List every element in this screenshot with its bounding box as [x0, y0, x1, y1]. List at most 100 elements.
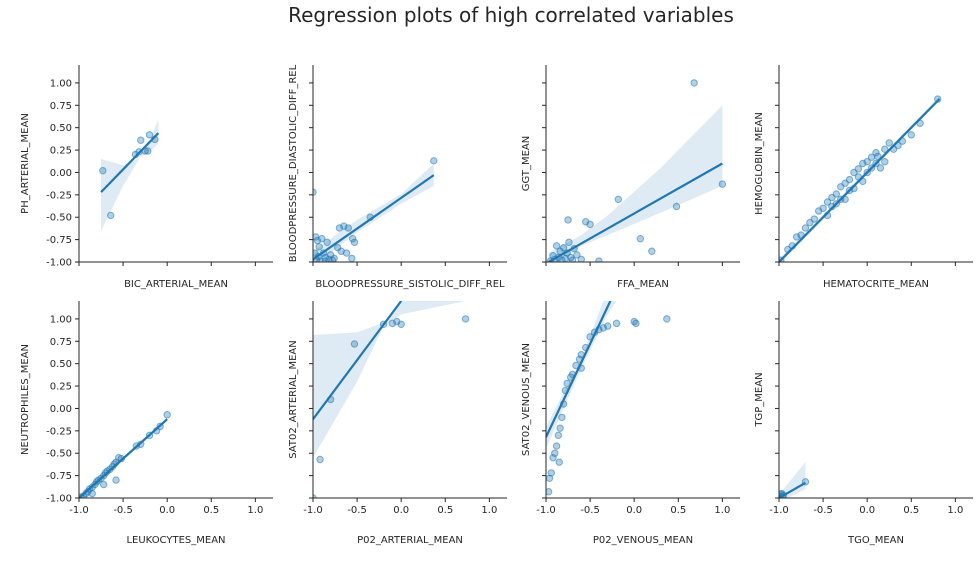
data-point	[323, 238, 331, 247]
data-point	[885, 139, 893, 147]
y-tick-label: -0.75	[46, 471, 72, 482]
data-point	[559, 243, 568, 252]
data-point	[554, 431, 563, 440]
x-axis-label: BIC_ARTERIAL_MEAN	[124, 279, 228, 290]
x-tick-label: 0.0	[859, 505, 875, 516]
y-tick-label: -0.25	[46, 190, 72, 201]
confidence-band	[313, 163, 434, 262]
data-point	[112, 476, 120, 484]
y-axis-label: SAT02_ARTERIAL_MEAN	[288, 340, 299, 459]
x-axis-label: TGO_MEAN	[847, 535, 904, 546]
x-tick-label: 0.0	[159, 505, 175, 516]
y-tick-label: 0.00	[50, 168, 72, 179]
data-point	[632, 319, 640, 328]
subplot-2: BLOODPRESSURE_SISTOLIC_DIFF_REL BLOODPRES…	[288, 64, 507, 290]
data-point	[718, 180, 727, 188]
x-tick-label: -1.0	[69, 505, 89, 516]
data-point	[863, 158, 871, 166]
y-tick-label: 0.75	[50, 101, 72, 112]
data-point	[144, 147, 152, 155]
data-point	[801, 224, 810, 232]
y-tick-label: 0.00	[50, 404, 72, 415]
y-tick-label: 0.25	[50, 382, 72, 393]
data-point	[614, 195, 623, 204]
data-point	[551, 449, 559, 457]
y-tick-label: 0.25	[50, 146, 72, 157]
data-point	[573, 251, 581, 259]
y-tick-label: -1.00	[46, 494, 72, 505]
data-point	[552, 442, 561, 450]
x-tick-label: 0.5	[670, 505, 686, 516]
x-tick-label: 0.0	[393, 505, 409, 516]
y-tick-label: -0.25	[46, 426, 72, 437]
data-point	[648, 247, 656, 255]
data-point	[348, 254, 356, 262]
subplot-3: FFA_MEAN GGT_MEAN	[521, 65, 740, 290]
y-axis-label: GGT_MEAN	[521, 136, 532, 192]
y-tick-label: 0.50	[50, 359, 72, 370]
regression-line	[100, 132, 160, 193]
subplot-7: -1.0 -0.5 0.0 0.5 1.0 P02_VENOUS_MEAN SAT02_VE…	[521, 301, 740, 546]
data-point	[145, 131, 154, 139]
data-point	[663, 315, 671, 323]
data-point	[316, 455, 324, 464]
data-point	[586, 220, 594, 229]
x-tick-label: -0.5	[113, 505, 133, 516]
x-tick-label: -0.5	[813, 505, 833, 516]
x-tick-label: -0.5	[580, 505, 600, 516]
data-point	[137, 136, 145, 144]
x-axis-label: P02_ARTERIAL_MEAN	[357, 535, 463, 546]
y-tick-label: -0.50	[46, 449, 72, 460]
x-axis-label: LEUKOCYTES_MEAN	[126, 535, 225, 546]
data-point	[88, 489, 96, 498]
y-axis-label: NEUTROPHILES_MEAN	[20, 344, 31, 455]
x-tick-label: 0.5	[437, 505, 453, 516]
data-point	[99, 480, 108, 489]
data-point	[874, 152, 882, 161]
x-tick-label: 1.0	[714, 505, 730, 516]
x-tick-label: 1.0	[947, 505, 963, 516]
data-point	[568, 256, 577, 262]
data-point	[823, 198, 832, 206]
x-tick-label: 0.0	[626, 505, 642, 516]
subplot-5: -1.0 -0.5 0.0 0.5 1.0 -1.00 -0.75 -0.50 -0.25 0.0…	[20, 301, 273, 546]
data-point	[832, 190, 841, 198]
data-point	[636, 235, 645, 243]
data-point	[555, 458, 563, 466]
regression-line	[548, 162, 723, 262]
data-point	[350, 340, 359, 348]
data-point	[604, 322, 612, 330]
x-tick-label: -1.0	[769, 505, 789, 516]
regression-line	[313, 174, 435, 261]
data-point	[430, 157, 438, 165]
subplot-6: -1.0 -0.5 0.0 0.5 1.0 P02_ARTERIAL_MEAN SAT02_…	[288, 301, 507, 546]
data-point	[564, 216, 572, 224]
confidence-band	[101, 118, 159, 231]
x-axis-label: P02_VENOUS_MEAN	[593, 535, 693, 546]
regression-line	[313, 301, 403, 420]
data-point	[342, 249, 351, 257]
data-point	[163, 411, 171, 419]
data-point	[556, 424, 564, 432]
x-tick-label: 1.0	[481, 505, 497, 516]
y-axis-label: PH_ARTERIAL_MEAN	[20, 113, 31, 214]
y-axis-label: HEMOGLOBIN_MEAN	[754, 112, 765, 215]
data-point	[577, 255, 585, 262]
figure-title: Regression plots of high correlated vari…	[288, 3, 734, 27]
data-point	[325, 255, 333, 262]
x-tick-label: -0.5	[347, 505, 367, 516]
data-point	[872, 149, 880, 157]
y-tick-label: -0.75	[46, 235, 72, 246]
subplot-1: -1.00 -0.75 -0.50 -0.25 0.00 0.25 0.50 0.75 1.00…	[20, 65, 273, 290]
confidence-band	[779, 462, 806, 498]
data-point	[99, 166, 107, 175]
data-point	[810, 215, 818, 223]
data-point	[461, 315, 470, 323]
y-tick-label: 1.00	[50, 314, 72, 325]
x-tick-label: 1.0	[247, 505, 263, 516]
x-axis-label: HEMATOCRITE_MEAN	[823, 279, 929, 290]
x-tick-label: 0.5	[903, 505, 919, 516]
data-point	[881, 145, 889, 153]
y-tick-label: -0.50	[46, 213, 72, 224]
